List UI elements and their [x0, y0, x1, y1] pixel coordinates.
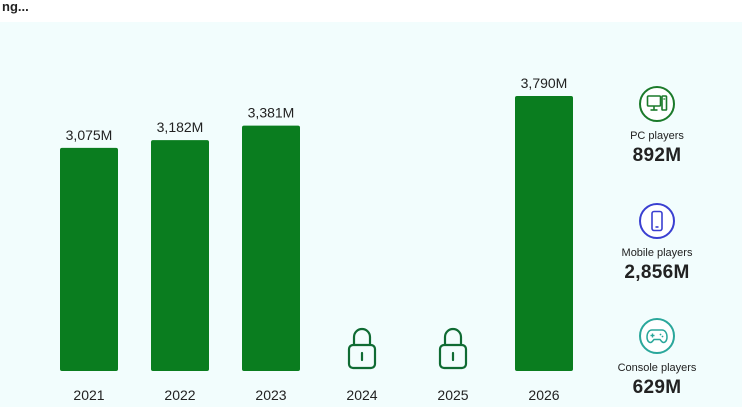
mobile-players-stat: Mobile players 2,856M	[597, 203, 717, 284]
x-tick-2022: 2022	[164, 387, 195, 403]
mobile-phone-icon	[639, 203, 675, 239]
x-tick-2024: 2024	[346, 387, 377, 403]
console-players-value: 629M	[632, 377, 682, 398]
value-label-2021: 3,075M	[66, 127, 113, 143]
mobile-players-value: 2,856M	[624, 262, 690, 283]
mobile-players-label: Mobile players	[621, 247, 693, 259]
bar-2023	[242, 125, 300, 371]
bar-2022	[151, 140, 209, 371]
bar-2021	[60, 147, 118, 371]
chart-panel: 3,075M 2021 3,182M 2022 3,381M 2023 2024 2025 3,…	[0, 22, 742, 407]
lock-icon	[438, 327, 468, 370]
x-tick-2021: 2021	[73, 387, 104, 403]
console-players-stat: Console players 629M	[597, 318, 717, 399]
desktop-computer-icon	[639, 86, 675, 122]
chart-title: ng...	[2, 0, 29, 14]
x-tick-2025: 2025	[437, 387, 468, 403]
value-label-2022: 3,182M	[157, 119, 204, 135]
bar-2026	[515, 95, 573, 371]
bar-chart: 3,075M 2021 3,182M 2022 3,381M 2023 2024 2025 3,…	[60, 75, 573, 403]
x-tick-2026: 2026	[528, 387, 559, 403]
value-label-2023: 3,381M	[248, 105, 295, 121]
pc-players-value: 892M	[632, 145, 682, 166]
pc-players-label: PC players	[630, 130, 684, 142]
value-label-2026: 3,790M	[521, 75, 568, 91]
lock-icon	[347, 327, 377, 370]
x-tick-2023: 2023	[255, 387, 286, 403]
pc-players-stat: PC players 892M	[597, 86, 717, 167]
console-players-label: Console players	[617, 362, 697, 374]
gamepad-icon	[639, 318, 675, 354]
